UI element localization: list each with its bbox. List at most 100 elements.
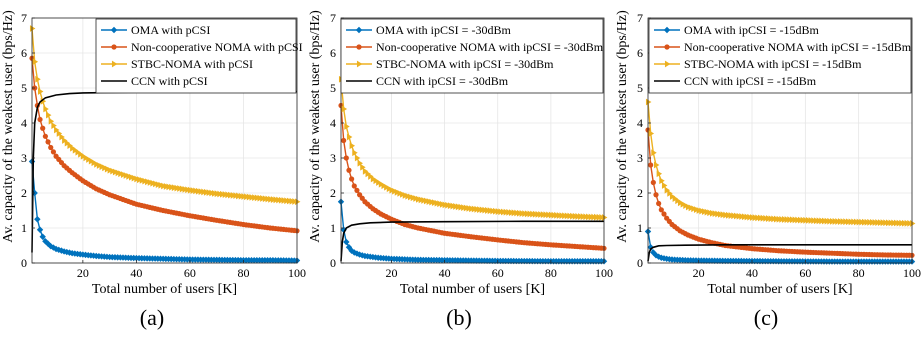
- series-marker-noma: [354, 187, 360, 193]
- series-marker-stbc: [35, 75, 41, 83]
- series-marker-oma: [343, 238, 350, 246]
- y-tick-label: 6: [330, 46, 336, 60]
- x-tick-label: 80: [237, 266, 249, 280]
- y-tick-label: 5: [21, 81, 27, 95]
- x-tick-label: 20: [385, 266, 397, 280]
- x-axis-label: Total number of users [K]: [92, 282, 237, 297]
- series-marker-oma: [52, 245, 60, 253]
- y-tick-label: 1: [637, 221, 643, 235]
- series-marker-noma: [650, 179, 656, 186]
- legend-label-stbc: STBC-NOMA with ipCSI = -30dBm: [376, 57, 554, 71]
- series-marker-stbc: [357, 159, 363, 167]
- y-tick-label: 3: [21, 151, 27, 165]
- legend-marker-noma: [664, 44, 670, 50]
- legend-label-ccn: CCN with ipCSI = -15dBm: [684, 74, 817, 88]
- series-marker-oma: [34, 216, 41, 223]
- axes-box: [31, 17, 298, 264]
- y-axis-label: Av. capacity of the weakest user (bps/Hz…: [308, 10, 323, 243]
- x-tick-label: 40: [439, 266, 451, 280]
- x-tick-label: 20: [693, 266, 705, 280]
- series-marker-noma: [45, 139, 51, 145]
- legend-box: [648, 18, 912, 94]
- legend-marker-oma: [355, 26, 363, 34]
- y-tick-label: 6: [21, 46, 27, 60]
- series-marker-oma: [36, 226, 44, 233]
- legend-label-oma: OMA with ipCSI = -15dBm: [684, 23, 819, 37]
- axes-box: [647, 17, 913, 264]
- series-marker-stbc: [54, 126, 60, 134]
- y-tick-label: 0: [330, 256, 336, 270]
- y-tick-label: 5: [330, 81, 336, 95]
- x-tick-label: 20: [77, 266, 89, 280]
- series-marker-oma: [44, 240, 52, 247]
- series-marker-stbc: [653, 161, 660, 169]
- x-tick-label: 100: [595, 266, 613, 280]
- series-marker-stbc: [601, 214, 608, 221]
- series-marker-noma: [349, 176, 355, 182]
- series-marker-noma: [648, 162, 654, 168]
- x-tick-label: 100: [903, 266, 921, 280]
- legend-marker-noma: [111, 44, 117, 50]
- y-axis-label: Av. capacity of the weakest user (bps/Hz…: [615, 10, 630, 243]
- legend-marker-noma: [356, 44, 362, 50]
- series-marker-stbc: [56, 130, 63, 137]
- x-tick-label: 40: [130, 266, 142, 280]
- series-marker-noma: [42, 133, 48, 139]
- legend-label-stbc: STBC-NOMA with ipCSI = -15dBm: [684, 57, 862, 71]
- series-marker-noma: [37, 116, 43, 123]
- caption-c: (c): [753, 305, 779, 330]
- series-marker-noma: [343, 155, 349, 161]
- series-marker-noma: [653, 192, 659, 198]
- legend-label-noma: Non-cooperative NOMA with pCSI: [131, 40, 303, 54]
- series-marker-stbc: [37, 88, 44, 95]
- series-marker-stbc: [349, 142, 356, 150]
- y-tick-label: 6: [637, 46, 643, 60]
- series-marker-stbc: [51, 122, 57, 130]
- y-tick-label: 3: [637, 151, 643, 165]
- legend-label-noma: Non-cooperative NOMA with ipCSI = -30dBm: [376, 40, 604, 54]
- x-axis-label: Total number of users [K]: [400, 282, 545, 297]
- series-marker-stbc: [46, 111, 52, 119]
- y-tick-label: 2: [637, 186, 643, 200]
- series-marker-oma: [58, 247, 65, 254]
- series-marker-noma: [341, 137, 347, 144]
- x-tick-label: 60: [799, 266, 811, 280]
- series-marker-stbc: [352, 149, 358, 157]
- series-marker-oma: [348, 247, 355, 254]
- caption-b: (b): [446, 305, 472, 330]
- series-marker-stbc: [59, 133, 65, 141]
- chart-panel-c: 0 1 2 3 4 5 6 7 20 40 60 80 100 Total number of users…: [615, 10, 921, 297]
- series-marker-stbc: [645, 98, 652, 106]
- series-marker-oma: [39, 233, 46, 240]
- legend-box: [95, 18, 297, 94]
- series-marker-noma: [351, 183, 357, 189]
- y-tick-label: 4: [21, 116, 27, 130]
- y-tick-label: 4: [637, 116, 643, 130]
- series-line-ccn: [647, 244, 912, 262]
- y-axis-label: Av. capacity of the weakest user (bps/Hz…: [1, 10, 16, 243]
- series-marker-stbc: [346, 133, 353, 141]
- y-tick-label: 1: [21, 221, 27, 235]
- series-marker-oma: [66, 249, 73, 256]
- legend-label-noma: Non-cooperative NOMA with ipCSI = -15dBm: [684, 40, 912, 54]
- series-marker-stbc: [341, 105, 348, 113]
- chart-panel-a: 0 1 2 3 4 5 6 7 20 40 60 80 100 Total number of users…: [1, 10, 306, 297]
- y-tick-label: 2: [21, 186, 27, 200]
- series-marker-stbc: [648, 130, 655, 137]
- x-tick-label: 40: [746, 266, 758, 280]
- series-marker-stbc: [656, 170, 663, 178]
- series-line-ccn: [340, 220, 604, 262]
- series-marker-stbc: [661, 182, 668, 189]
- legend-label-ccn: CCN with ipCSI = -30dBm: [376, 74, 509, 88]
- legend-marker-oma: [663, 26, 671, 34]
- series-marker-stbc: [29, 25, 36, 32]
- series-marker-stbc: [651, 149, 657, 157]
- series-marker-stbc: [344, 123, 350, 130]
- y-tick-label: 1: [330, 221, 336, 235]
- series-marker-noma: [656, 200, 662, 207]
- legend-label-ccn: CCN with pCSI: [131, 74, 208, 88]
- series-marker-stbc: [43, 105, 49, 113]
- series-marker-noma: [346, 167, 352, 173]
- chart-panel-b: 0 1 2 3 4 5 6 7 20 40 60 80 100 Total number of users…: [308, 10, 613, 297]
